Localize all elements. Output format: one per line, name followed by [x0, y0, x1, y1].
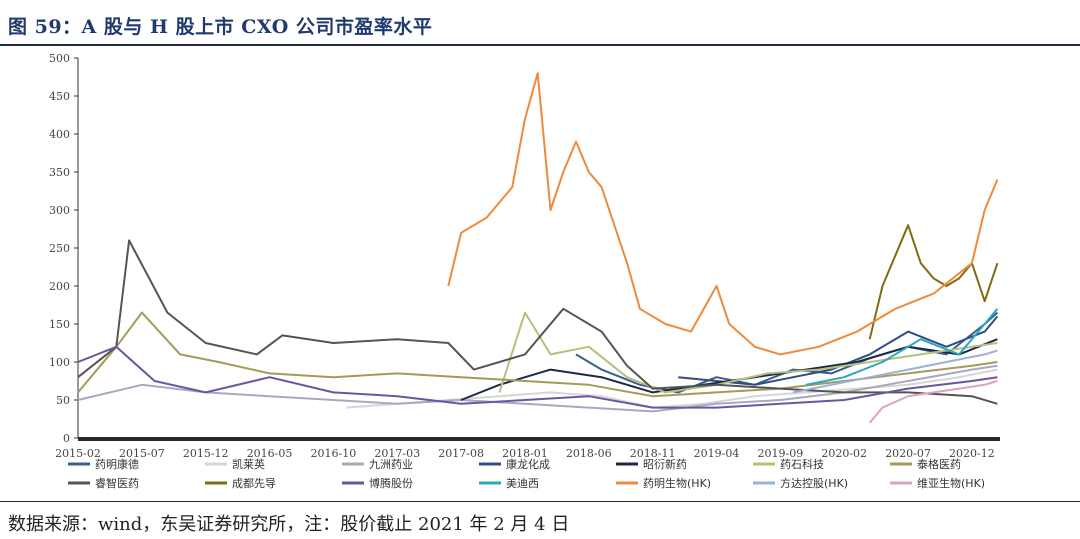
legend-label: 药明生物(HK) [643, 476, 711, 490]
y-tick-label: 50 [56, 394, 70, 407]
legend-label: 睿智医药 [95, 476, 139, 490]
legend-label: 美迪西 [506, 477, 539, 490]
y-tick-label: 300 [49, 204, 70, 217]
x-tick-label: 2019-04 [694, 447, 740, 460]
x-tick-label: 2016-05 [247, 447, 293, 460]
chart-axes: 0 50 100 150 200 250 300 350 400 450 500 2015-02 201… [49, 52, 1000, 460]
x-tick-label: 2019-09 [757, 447, 803, 460]
legend-label: 昭衍新药 [643, 457, 687, 471]
series-line-13 [792, 349, 998, 394]
y-tick-label: 100 [49, 356, 70, 369]
source-note: 数据来源：wind，东吴证券研究所，注：股价截止 2021 年 2 月 4 日 [8, 514, 570, 535]
series-line-7 [77, 311, 998, 398]
series-line-6 [498, 311, 998, 394]
y-tick-label: 250 [49, 242, 70, 255]
x-tick-label: 2016-10 [311, 447, 357, 460]
x-tick-label: 2015-07 [119, 447, 165, 460]
title-divider [0, 44, 1080, 46]
legend-label: 凯莱英 [232, 457, 265, 471]
x-tick-label: 2017-03 [374, 447, 420, 460]
x-tick-label: 2018-06 [566, 447, 612, 460]
legend-label: 方达控股(HK) [780, 476, 848, 490]
legend-label: 成都先导 [232, 477, 276, 490]
x-tick-label: 2020-12 [949, 447, 995, 460]
legend-label: 维亚生物(HK) [917, 476, 985, 490]
y-tick-label: 150 [49, 318, 70, 331]
legend-label: 康龙化成 [506, 457, 550, 471]
x-tick-label: 2017-08 [438, 447, 484, 460]
series-line-1 [575, 311, 999, 394]
legend-label: 药明康德 [95, 457, 139, 471]
y-tick-label: 400 [49, 128, 70, 141]
series-line-3 [77, 364, 998, 413]
y-tick-label: 200 [49, 280, 70, 293]
x-tick-label: 2015-02 [55, 447, 101, 460]
series-line-12 [447, 72, 999, 356]
y-tick-label: 450 [49, 90, 70, 103]
series-line-9 [868, 224, 999, 340]
line-chart: 0 50 100 150 200 250 300 350 400 450 500 2015-02 201… [49, 52, 1000, 490]
y-tick-label: 350 [49, 166, 70, 179]
legend-label: 泰格医药 [917, 457, 961, 471]
x-tick-label: 2020-02 [821, 447, 867, 460]
page-title: 图 59：A 股与 H 股上市 CXO 公司市盈率水平 [8, 16, 433, 38]
legend-label: 药石科技 [780, 457, 824, 471]
x-tick-label: 2018-01 [502, 447, 548, 460]
y-tick-label: 500 [49, 52, 70, 65]
legend-label: 九洲药业 [369, 458, 413, 471]
x-tick-label: 2020-07 [885, 447, 931, 460]
series-line-10 [77, 345, 998, 409]
footer-divider [0, 501, 1080, 502]
x-tick-label: 2018-11 [630, 447, 676, 460]
x-tick-label: 2015-12 [183, 447, 229, 460]
x-axis-bar [78, 437, 1000, 441]
series-line-8 [77, 239, 998, 405]
chart-series-lines [77, 72, 999, 424]
legend-label: 博腾股份 [369, 476, 413, 490]
series-line-11 [805, 308, 999, 386]
y-tick-label: 0 [63, 432, 70, 445]
series-line-14 [868, 380, 998, 424]
